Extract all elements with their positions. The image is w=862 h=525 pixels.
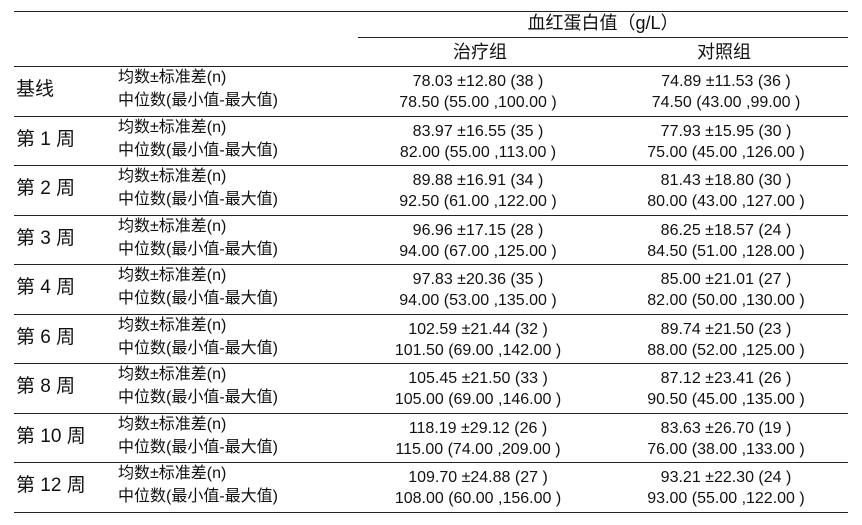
treatment-mean-sd: 89.88 ±16.91 (34 ) (412, 172, 544, 189)
control-mean-sd: 74.89 ±11.53 (36 ) (661, 73, 791, 90)
control-mean-sd: 85.00 ±21.01 (27 ) (660, 271, 792, 288)
group-header-control: 对照组 (697, 42, 751, 62)
mean-sd-label: 均数±标准差(n) (118, 118, 227, 136)
treatment-median-range: 92.50 (61.00 ,122.00 ) (399, 193, 557, 210)
median-range-label: 中位数(最小值-最大值) (118, 191, 278, 208)
treatment-mean-sd: 118.19 ±29.12 (26 ) (408, 419, 548, 437)
table-title: 血红蛋白值（g/L） (527, 13, 679, 33)
mean-sd-label: 均数±标准差(n) (118, 267, 227, 284)
row-rule (14, 363, 848, 364)
group-header-treatment: 治疗组 (453, 42, 507, 62)
control-mean-sd: 87.12 ±23.41 (26 ) (660, 370, 792, 387)
treatment-mean-sd: 109.70 ±24.88 (27 ) (408, 469, 548, 486)
median-range-label: 中位数(最小值-最大值) (118, 290, 278, 307)
row-rule (14, 264, 848, 265)
mean-sd-label: 均数±标准差(n) (118, 168, 227, 185)
control-median-range: 84.50 (51.00 ,128.00 ) (647, 242, 805, 260)
period-label: 第 3 周 (16, 227, 76, 249)
period-label: 第 12 周 (16, 475, 86, 496)
median-range-label: 中位数(最小值-最大值) (118, 92, 278, 109)
control-median-range: 93.00 (55.00 ,122.00 ) (647, 490, 805, 507)
treatment-median-range: 82.00 (55.00 ,113.00 ) (399, 143, 557, 161)
period-label: 基线 (16, 79, 55, 100)
row-rule (14, 215, 848, 216)
period-label: 第 8 周 (16, 376, 76, 397)
mean-sd-label: 均数±标准差(n) (118, 316, 227, 334)
treatment-median-range: 108.00 (60.00 ,156.00 ) (394, 490, 562, 507)
period-label: 第 2 周 (16, 178, 76, 199)
header-rule (14, 66, 848, 67)
treatment-median-range: 94.00 (53.00 ,135.00 ) (399, 292, 557, 309)
top-rule (14, 11, 848, 12)
control-median-range: 80.00 (43.00 ,127.00 ) (647, 193, 805, 210)
control-mean-sd: 89.74 ±21.50 (23 ) (660, 320, 792, 338)
median-range-label: 中位数(最小值-最大值) (118, 141, 278, 159)
mean-sd-label: 均数±标准差(n) (118, 366, 227, 383)
control-mean-sd: 81.43 ±18.80 (30 ) (660, 172, 792, 189)
control-mean-sd: 86.25 ±18.57 (24 ) (660, 221, 792, 239)
period-label: 第 1 周 (16, 128, 76, 150)
period-label: 第 6 周 (16, 326, 76, 348)
mean-sd-label: 均数±标准差(n) (118, 415, 227, 433)
row-rule (14, 512, 848, 513)
median-range-label: 中位数(最小值-最大值) (118, 488, 278, 505)
row-rule (14, 462, 848, 463)
treatment-median-range: 105.00 (69.00 ,146.00 ) (394, 391, 562, 408)
control-mean-sd: 83.63 ±26.70 (19 ) (660, 419, 792, 437)
treatment-median-range: 101.50 (69.00 ,142.00 ) (394, 341, 562, 359)
control-median-range: 88.00 (52.00 ,125.00 ) (647, 341, 805, 359)
median-range-label: 中位数(最小值-最大值) (118, 240, 278, 258)
row-rule (14, 314, 848, 315)
row-rule (14, 165, 848, 166)
control-median-range: 74.50 (43.00 ,99.00 ) (651, 94, 801, 111)
control-median-range: 82.00 (50.00 ,130.00 ) (647, 292, 805, 309)
row-rule (14, 116, 848, 117)
control-median-range: 76.00 (38.00 ,133.00 ) (647, 440, 805, 458)
treatment-mean-sd: 97.83 ±20.36 (35 ) (412, 271, 544, 288)
control-median-range: 90.50 (45.00 ,135.00 ) (647, 391, 805, 408)
control-median-range: 75.00 (45.00 ,126.00 ) (647, 143, 805, 161)
treatment-mean-sd: 102.59 ±21.44 (32 ) (408, 320, 548, 338)
median-range-label: 中位数(最小值-最大值) (118, 389, 278, 406)
mean-sd-label: 均数±标准差(n) (118, 465, 227, 482)
treatment-mean-sd: 105.45 ±21.50 (33 ) (408, 370, 548, 387)
period-label: 第 10 周 (16, 425, 86, 447)
period-label: 第 4 周 (16, 277, 76, 298)
treatment-median-range: 94.00 (67.00 ,125.00 ) (399, 242, 557, 260)
treatment-mean-sd: 96.96 ±17.15 (28 ) (412, 221, 544, 239)
control-mean-sd: 77.93 ±15.95 (30 ) (660, 122, 792, 140)
mean-sd-label: 均数±标准差(n) (118, 217, 227, 235)
treatment-median-range: 78.50 (55.00 ,100.00 ) (399, 94, 557, 111)
treatment-mean-sd: 83.97 ±16.55 (35 ) (412, 122, 544, 140)
row-rule (14, 413, 848, 414)
treatment-mean-sd: 78.03 ±12.80 (38 ) (412, 73, 544, 90)
control-mean-sd: 93.21 ±22.30 (24 ) (660, 469, 792, 486)
mean-sd-label: 均数±标准差(n) (118, 69, 227, 86)
title-underline (358, 37, 848, 38)
median-range-label: 中位数(最小值-最大值) (118, 339, 278, 357)
median-range-label: 中位数(最小值-最大值) (118, 438, 278, 456)
treatment-median-range: 115.00 (74.00 ,209.00 ) (395, 440, 561, 458)
